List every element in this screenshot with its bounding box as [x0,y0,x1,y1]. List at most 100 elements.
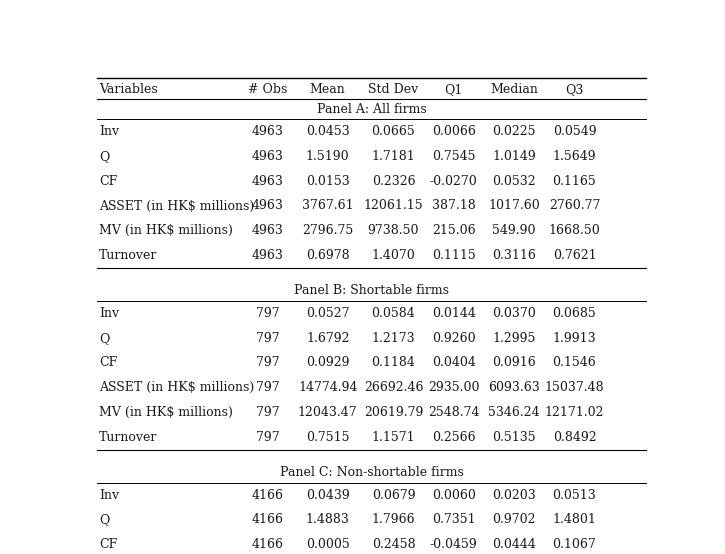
Text: 1.5190: 1.5190 [306,150,349,163]
Text: 9738.50: 9738.50 [368,224,419,237]
Text: 0.0439: 0.0439 [306,489,349,502]
Text: 0.7545: 0.7545 [432,150,476,163]
Text: 0.0005: 0.0005 [306,538,349,551]
Text: 0.2566: 0.2566 [432,430,476,444]
Text: 0.0527: 0.0527 [306,307,349,320]
Text: 0.0444: 0.0444 [492,538,536,551]
Text: 0.0370: 0.0370 [492,307,536,320]
Text: 1.6792: 1.6792 [306,332,349,345]
Text: 4963: 4963 [252,249,283,262]
Text: 15037.48: 15037.48 [544,381,604,394]
Text: 0.0144: 0.0144 [432,307,476,320]
Text: 0.1165: 0.1165 [552,175,597,188]
Text: ASSET (in HK$ millions): ASSET (in HK$ millions) [99,381,254,394]
Text: 0.1184: 0.1184 [371,356,415,370]
Text: 0.0665: 0.0665 [372,125,415,138]
Text: 4963: 4963 [252,125,283,138]
Text: 0.0404: 0.0404 [432,356,476,370]
Text: 0.0513: 0.0513 [552,489,597,502]
Text: CF: CF [99,538,117,551]
Text: -0.0270: -0.0270 [430,175,478,188]
Text: 1.4883: 1.4883 [306,514,349,526]
Text: 4166: 4166 [252,514,283,526]
Text: 1.7181: 1.7181 [372,150,415,163]
Text: Turnover: Turnover [99,249,157,262]
Text: Turnover: Turnover [99,430,157,444]
Text: 20619.79: 20619.79 [364,406,423,419]
Text: MV (in HK$ millions): MV (in HK$ millions) [99,406,233,419]
Text: Inv: Inv [99,125,119,138]
Text: 4963: 4963 [252,199,283,213]
Text: 26692.46: 26692.46 [364,381,423,394]
Text: 2796.75: 2796.75 [302,224,353,237]
Text: 0.2458: 0.2458 [372,538,415,551]
Text: 1.9913: 1.9913 [552,332,596,345]
Text: 549.90: 549.90 [492,224,536,237]
Text: 1.0149: 1.0149 [492,150,536,163]
Text: 1.7966: 1.7966 [372,514,415,526]
Text: 0.0453: 0.0453 [306,125,349,138]
Text: 14774.94: 14774.94 [298,381,357,394]
Text: 1017.60: 1017.60 [488,199,540,213]
Text: 4166: 4166 [252,538,283,551]
Text: 0.7351: 0.7351 [432,514,476,526]
Text: Inv: Inv [99,307,119,320]
Text: Inv: Inv [99,489,119,502]
Text: Q: Q [99,514,109,526]
Text: 0.1546: 0.1546 [552,356,597,370]
Text: # Obs: # Obs [248,83,287,96]
Text: 0.2326: 0.2326 [372,175,415,188]
Text: 215.06: 215.06 [432,224,476,237]
Text: MV (in HK$ millions): MV (in HK$ millions) [99,224,233,237]
Text: 797: 797 [255,332,279,345]
Text: 4166: 4166 [252,489,283,502]
Text: Mean: Mean [310,83,346,96]
Text: 797: 797 [255,430,279,444]
Text: 2760.77: 2760.77 [549,199,600,213]
Text: 0.0060: 0.0060 [432,489,476,502]
Text: 1.2995: 1.2995 [492,332,536,345]
Text: 1.1571: 1.1571 [372,430,415,444]
Text: Q1: Q1 [444,83,463,96]
Text: 0.0532: 0.0532 [492,175,536,188]
Text: 0.0679: 0.0679 [372,489,415,502]
Text: 4963: 4963 [252,224,283,237]
Text: 1.4801: 1.4801 [552,514,597,526]
Text: 0.0916: 0.0916 [492,356,536,370]
Text: Panel C: Non-shortable firms: Panel C: Non-shortable firms [280,466,463,479]
Text: 0.0584: 0.0584 [372,307,415,320]
Text: 0.0225: 0.0225 [492,125,536,138]
Text: Panel A: All firms: Panel A: All firms [317,102,426,116]
Text: 0.6978: 0.6978 [306,249,349,262]
Text: 797: 797 [255,356,279,370]
Text: 6093.63: 6093.63 [488,381,540,394]
Text: 0.0929: 0.0929 [306,356,349,370]
Text: 3767.61: 3767.61 [302,199,354,213]
Text: 0.0153: 0.0153 [306,175,349,188]
Text: 387.18: 387.18 [432,199,476,213]
Text: 1668.50: 1668.50 [549,224,600,237]
Text: 5346.24: 5346.24 [489,406,540,419]
Text: 0.7515: 0.7515 [306,430,349,444]
Text: 0.0203: 0.0203 [492,489,536,502]
Text: 0.1067: 0.1067 [552,538,597,551]
Text: 797: 797 [255,381,279,394]
Text: 0.5135: 0.5135 [492,430,536,444]
Text: 12061.15: 12061.15 [364,199,423,213]
Text: Q: Q [99,332,109,345]
Text: 1.5649: 1.5649 [552,150,596,163]
Text: Q3: Q3 [566,83,584,96]
Text: 1.2173: 1.2173 [372,332,415,345]
Text: Std Dev: Std Dev [368,83,418,96]
Text: 0.1115: 0.1115 [432,249,476,262]
Text: 797: 797 [255,406,279,419]
Text: 0.0549: 0.0549 [552,125,596,138]
Text: 0.7621: 0.7621 [552,249,596,262]
Text: 0.0066: 0.0066 [432,125,476,138]
Text: Variables: Variables [99,83,158,96]
Text: Median: Median [490,83,538,96]
Text: 0.3116: 0.3116 [492,249,536,262]
Text: CF: CF [99,175,117,188]
Text: 4963: 4963 [252,175,283,188]
Text: 0.8492: 0.8492 [552,430,596,444]
